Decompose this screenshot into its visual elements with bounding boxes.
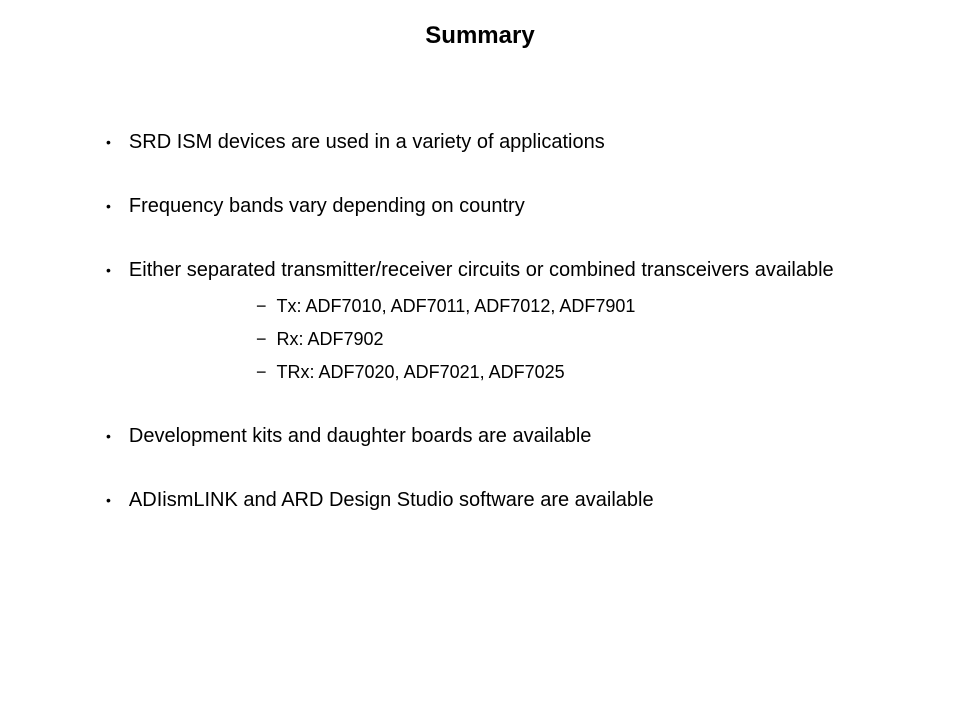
bullet-item: • Development kits and daughter boards a…: [102, 422, 900, 450]
sub-marker-icon: −: [256, 327, 267, 352]
bullet-item: • Frequency bands vary depending on coun…: [102, 192, 900, 220]
sub-bullet-item: − Tx: ADF7010, ADF7011, ADF7012, ADF7901: [256, 294, 900, 319]
sub-bullet-item: − Rx: ADF7902: [256, 327, 900, 352]
bullet-text: ADIismLINK and ARD Design Studio softwar…: [129, 486, 900, 514]
sub-bullet-list: − Tx: ADF7010, ADF7011, ADF7012, ADF7901…: [102, 294, 900, 386]
bullet-marker-icon: •: [106, 422, 111, 450]
bullet-item: • Either separated transmitter/receiver …: [102, 256, 900, 284]
sub-bullet-text: Rx: ADF7902: [277, 327, 384, 352]
bullet-text: Either separated transmitter/receiver ci…: [129, 256, 900, 284]
bullet-item: • ADIismLINK and ARD Design Studio softw…: [102, 486, 900, 514]
sub-marker-icon: −: [256, 294, 267, 319]
sub-bullet-text: TRx: ADF7020, ADF7021, ADF7025: [277, 360, 565, 385]
bullet-text: Frequency bands vary depending on countr…: [129, 192, 900, 220]
bullet-marker-icon: •: [106, 256, 111, 284]
sub-bullet-item: − TRx: ADF7020, ADF7021, ADF7025: [256, 360, 900, 385]
sub-marker-icon: −: [256, 360, 267, 385]
bullet-text: SRD ISM devices are used in a variety of…: [129, 128, 900, 156]
sub-bullet-block: − Tx: ADF7010, ADF7011, ADF7012, ADF7901…: [102, 294, 900, 386]
bullet-text: Development kits and daughter boards are…: [129, 422, 900, 450]
slide-title: Summary: [0, 22, 960, 50]
slide-content: • SRD ISM devices are used in a variety …: [0, 128, 960, 514]
bullet-marker-icon: •: [106, 192, 111, 220]
bullet-marker-icon: •: [106, 128, 111, 156]
bullet-item: • SRD ISM devices are used in a variety …: [102, 128, 900, 156]
bullet-marker-icon: •: [106, 486, 111, 514]
sub-bullet-text: Tx: ADF7010, ADF7011, ADF7012, ADF7901: [277, 294, 636, 319]
